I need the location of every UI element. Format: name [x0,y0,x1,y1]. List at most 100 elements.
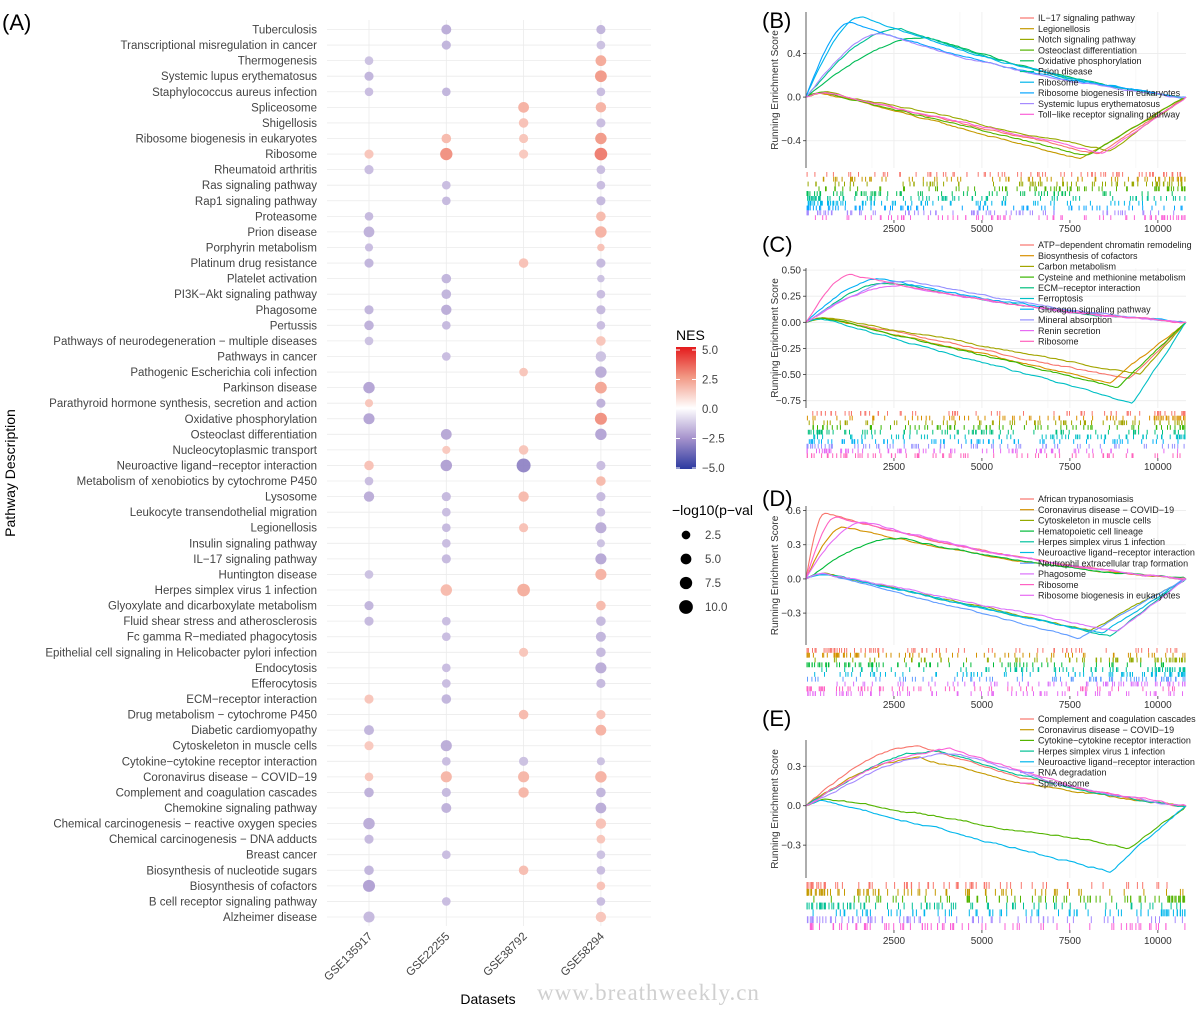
pathway-label: Nucleocytoplasmic transport [173,445,318,457]
gsea-xtick-label: 2500 [883,462,906,473]
watermark: www.breathweekly.cn [537,980,760,1005]
nes-dot [364,149,374,159]
panel-a-ylabel: Pathway Description [2,409,18,537]
size-legend-entries: 2.5 5.0 7.5 10.0 [679,530,727,614]
gsea-legend-label: Carbon metabolism [1038,262,1116,272]
nes-dot [595,568,607,580]
nes-dot [594,147,608,161]
pathway-label: Breast cancer [246,850,317,862]
gsea-rug [806,172,1186,220]
nes-dot [441,850,451,860]
nes-dot [362,879,376,892]
gsea-xtick-label: 7500 [1059,224,1082,235]
gsea-legend-label: Cysteine and methionine metabolism [1038,272,1186,282]
pathway-label: Chemical carcinogenesis − reactive oxyge… [53,819,317,831]
nes-dot [596,539,605,548]
nes-dot [441,196,451,206]
pathway-label: Herpes simplex virus 1 infection [155,585,317,597]
pathway-label: Alzheimer disease [223,912,317,924]
es-curve [805,747,1187,807]
nes-dot [596,897,606,906]
pathway-label: Platinum drug resistance [190,258,317,270]
gsea-rug [806,882,1186,930]
gsea-ytick-label: 0.4 [787,49,801,60]
pathway-label: Insulin signaling pathway [189,538,317,550]
panel-a-dots [362,24,608,923]
dataset-label: GSE38792 [481,931,529,979]
nes-dot [519,133,529,144]
gsea-legend-label: RNA degradation [1038,768,1107,778]
nes-dot [596,600,606,611]
nes-dot [595,631,606,642]
es-curve [805,280,1187,324]
nes-dot [440,584,453,596]
nes-dot [441,273,452,284]
es-curve [805,91,1187,152]
es-curve [805,521,1187,581]
nes-dot [440,771,452,783]
nes-dot [596,757,605,766]
es-curve [805,317,1187,389]
gsea-ytick-label: 0.0 [787,93,801,104]
nes-dot [440,740,452,752]
size-legend-label: 5.0 [705,554,721,566]
nes-dot [364,165,374,175]
pathway-label: Rheumatoid arthritis [214,165,317,177]
nes-dot [441,632,451,642]
gsea-xtick-label: 10000 [1144,936,1172,947]
gsea-legend: Complement and coagulation cascadesCoron… [1020,714,1196,788]
gsea-ytick-label: −0.75 [776,396,802,407]
nes-dot [596,881,606,891]
gsea-xtick-label: 7500 [1059,700,1082,711]
gsea-xtick-label: 10000 [1144,700,1172,711]
pathway-label: Parkinson disease [223,383,317,395]
nes-dot [519,647,529,657]
pathway-label: Epithelial cell signaling in Helicobacte… [45,647,317,659]
gsea-xtick-label: 10000 [1144,462,1172,473]
pathway-label: Systemic lupus erythematosus [161,71,317,83]
nes-dot [363,911,375,923]
nes-dot [518,118,529,128]
nes-dot [595,771,607,783]
es-curve [805,91,1187,156]
gsea-rug [806,411,1186,458]
pathway-label: Tuberculosis [252,25,317,37]
es-curve [805,33,1187,99]
gsea-legend-label: Systemic lupus erythematosus [1038,99,1161,109]
nes-dot [441,321,451,330]
pathway-label: Leukocyte transendothelial migration [130,507,317,519]
nes-dot [363,226,375,238]
nes-dot [595,55,607,67]
nes-dot [441,523,451,533]
pathway-label: Pathways of neurodegeneration − multiple… [53,336,317,348]
nes-dot [596,196,606,206]
nes-dot [519,756,529,766]
panel-a-label: (A) [2,10,31,35]
pathway-label: Proteasome [255,211,317,223]
nes-tick-label: 5.0 [702,345,718,357]
gsea-ytick-label: 0.0 [787,574,801,585]
pathway-label: Rap1 signaling pathway [195,196,317,208]
gsea-ylabel: Running Enrichment Score [770,515,781,635]
nes-dot [596,211,606,222]
nes-dot [364,71,374,81]
nes-dot [519,367,528,377]
es-curve [805,573,1187,640]
nes-dot [594,412,607,425]
gsea-xtick-label: 7500 [1059,462,1082,473]
dataset-label: GSE58294 [559,930,608,979]
gsea-xtick-label: 2500 [883,936,906,947]
nes-dot [595,102,607,113]
gsea-legend-label: Phagosome [1038,569,1086,579]
nes-dot [596,165,606,174]
gsea-legend-label: Ferroptosis [1038,294,1084,304]
nes-dot [364,694,374,704]
pathway-label: Chemical carcinogenesis − DNA adducts [109,834,317,846]
gsea-legend-label: ECM−receptor interaction [1038,283,1140,293]
nes-dot [364,460,374,471]
nes-dot [597,274,605,283]
